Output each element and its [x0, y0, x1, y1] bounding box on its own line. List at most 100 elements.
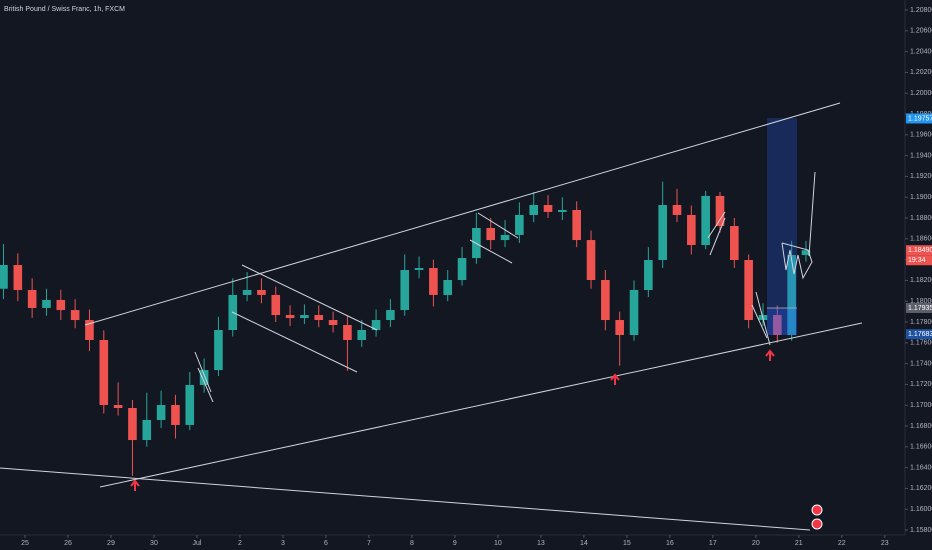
flag-line: [477, 212, 519, 239]
x-tick-label: 9: [453, 540, 457, 547]
candle-body: [687, 214, 696, 246]
countdown: 19:34: [908, 257, 926, 264]
y-tick-label: 1.16600: [910, 444, 932, 451]
y-tick-label: 1.17600: [910, 340, 932, 347]
candle-body: [300, 315, 309, 319]
price-label: 1.17683: [908, 331, 932, 338]
candle-body: [586, 240, 596, 280]
y-tick-label: 1.19400: [910, 152, 932, 159]
y-tick-label: 1.20400: [910, 48, 932, 55]
stop-zone: [767, 308, 797, 335]
event-icon[interactable]: [811, 518, 823, 530]
candle-body: [672, 205, 682, 215]
candle-body: [644, 260, 653, 290]
x-tick-label: 22: [838, 540, 846, 547]
x-tick-label: 8: [410, 540, 414, 547]
x-tick-label: 30: [150, 540, 158, 547]
x-tick-label: 23: [881, 540, 889, 547]
candle-body: [787, 255, 796, 335]
candle-body: [142, 419, 152, 441]
y-tick-label: 1.18200: [910, 277, 932, 284]
candle-body: [56, 299, 66, 311]
channel-lower: [99, 322, 863, 488]
candle-body: [572, 209, 581, 241]
price-label: 1.17935: [908, 305, 932, 312]
candle-body: [371, 320, 381, 331]
chart-title: British Pound / Swiss Franc, 1h, FXCM: [4, 6, 125, 13]
candle-body: [457, 258, 467, 280]
candle-body: [242, 289, 252, 295]
candle-body: [615, 320, 624, 335]
drawings: [0, 102, 863, 531]
y-tick-label: 1.19000: [910, 194, 932, 201]
price-label-bg: [906, 329, 932, 340]
y-tick-label: 1.17000: [910, 402, 932, 409]
y-tick-label: 1.18600: [910, 236, 932, 243]
candle-body: [486, 227, 496, 241]
wedge-line: [709, 217, 726, 256]
x-tick-label: 10: [494, 540, 502, 547]
candle-body: [156, 404, 166, 420]
y-tick-label: 1.18800: [910, 215, 932, 222]
candle-body: [85, 320, 94, 340]
y-tick-label: 1.17200: [910, 381, 932, 388]
candle-body: [386, 310, 395, 321]
x-tick-label: 26: [64, 540, 72, 547]
x-tick-label: 3: [281, 540, 285, 547]
price-label-bg: [906, 302, 932, 313]
wedge-line: [707, 211, 726, 239]
arrow: [765, 349, 775, 361]
price-label-bg: [906, 245, 932, 256]
y-tick-label: 1.17400: [910, 360, 932, 367]
price-label: 1.19757: [908, 115, 932, 122]
x-tick-label: 7: [367, 540, 371, 547]
candle-body: [314, 315, 324, 321]
candle-body: [27, 289, 37, 308]
candle-body: [13, 265, 23, 290]
candle-body: [185, 385, 195, 425]
candle-body: [744, 260, 753, 321]
candle-body: [429, 268, 438, 295]
wedge-line: [755, 291, 771, 346]
candle-body: [70, 310, 80, 321]
arrow: [610, 373, 620, 385]
candle-body: [214, 330, 223, 371]
candle-body: [500, 234, 510, 241]
candle-body: [113, 404, 123, 409]
event-icon[interactable]: [811, 504, 823, 516]
y-tick-label: 1.18000: [910, 298, 932, 305]
x-tick-label: 13: [537, 540, 545, 547]
flag-line: [469, 239, 513, 264]
candle-body: [199, 370, 209, 386]
candle-body: [328, 320, 338, 326]
candle-body: [99, 339, 109, 405]
y-tick-label: 1.16000: [910, 506, 932, 513]
candle-body: [128, 408, 137, 441]
candle-body: [285, 315, 295, 319]
y-tick-label: 1.19200: [910, 173, 932, 180]
x-tick-label: 25: [21, 540, 29, 547]
y-tick-label: 1.20200: [910, 69, 932, 76]
wedge-line: [197, 367, 214, 403]
candle-body: [801, 250, 811, 256]
plot-area: [0, 181, 811, 476]
candle-body: [343, 325, 352, 340]
y-tick-label: 1.20600: [910, 28, 932, 35]
candle-body: [658, 205, 667, 261]
flag-line: [231, 311, 358, 373]
trend-line: [0, 467, 811, 531]
candle-body: [271, 294, 281, 316]
x-tick-label: 21: [795, 540, 803, 547]
candle-body: [730, 226, 739, 261]
candle-body: [0, 265, 8, 289]
candle-body: [257, 289, 266, 295]
arrow: [130, 479, 140, 491]
candle-body: [515, 214, 524, 235]
candle-body: [443, 279, 453, 295]
channel-upper: [84, 102, 841, 326]
x-tick-label: 17: [709, 540, 717, 547]
price-label: 1.18490: [908, 247, 932, 254]
x-tick-label: 6: [324, 540, 328, 547]
y-tick-label: 1.17800: [910, 319, 932, 326]
